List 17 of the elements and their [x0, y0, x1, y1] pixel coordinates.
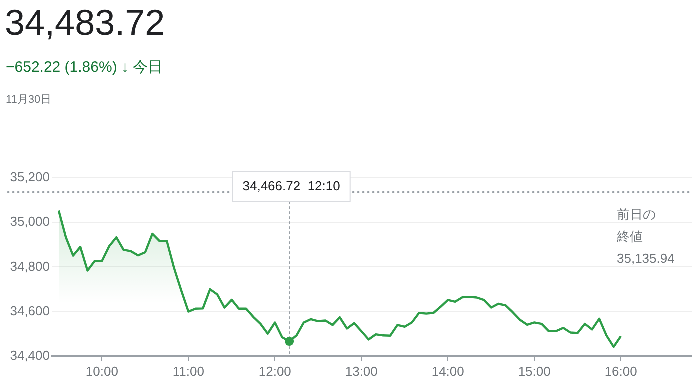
chart-title: 34,483.72: [5, 2, 166, 44]
x-tick-label: 11:00: [172, 364, 204, 379]
x-tick-label: 12:00: [258, 364, 292, 379]
y-tick-label: 34,400: [10, 348, 50, 363]
ref-line-label: 前日の終値 35,135.94: [616, 206, 675, 266]
y-tick-label: 34,800: [10, 258, 50, 274]
x-tick-label: 15:00: [518, 364, 551, 379]
x-tick-label: 16:00: [604, 364, 638, 379]
y-tick-label: 34,600: [10, 303, 50, 318]
text: 11月30日: [6, 93, 52, 107]
x-tick-label: 10:00: [86, 364, 118, 379]
chart-subtitle: −652.22 (1.86%) ↓ 今日: [6, 58, 164, 77]
y-tick-label: 35,000: [10, 214, 50, 230]
y-tick-label: 35,200: [10, 170, 50, 185]
x-tick-label: 14:00: [432, 364, 464, 379]
annotation: 34,466.72 12:10: [242, 178, 340, 194]
x-tick-label: 13:00: [345, 364, 378, 379]
